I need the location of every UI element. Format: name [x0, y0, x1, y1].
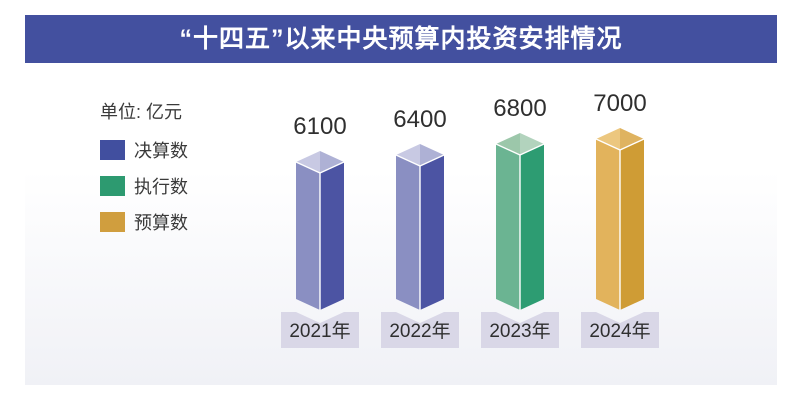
legend-item: 决算数 — [100, 140, 188, 161]
category-label: 2024年 — [589, 321, 651, 342]
bar-3d-column — [296, 151, 344, 310]
bar-value-label: 6100 — [293, 113, 347, 140]
bar-3d-column — [496, 133, 544, 310]
category-label: 2023年 — [489, 321, 551, 342]
legend-item-label: 预算数 — [134, 213, 188, 233]
title-bar: “十四五”以来中央预算内投资安排情况 — [25, 15, 777, 63]
category-label-box: 2024年 — [581, 312, 659, 348]
page-title: “十四五”以来中央预算内投资安排情况 — [179, 25, 623, 53]
legend-items: 决算数 执行数 预算数 — [100, 140, 188, 233]
category-label-box: 2021年 — [281, 312, 359, 348]
category-label: 2021年 — [289, 321, 351, 342]
legend-item-label: 决算数 — [134, 141, 188, 161]
bar-value-label: 6800 — [493, 95, 547, 122]
bar-chart: 6100 2021年 6400 2022年 6800 2023年 7000 2024年 — [25, 15, 777, 385]
category-label-box: 2023年 — [481, 312, 559, 348]
legend-swatch — [100, 176, 125, 196]
chart-card: “十四五”以来中央预算内投资安排情况 单位: 亿元 决算数执行数预算数 6100… — [25, 15, 777, 385]
category-label: 2022年 — [389, 321, 451, 342]
legend-swatch — [100, 212, 125, 232]
legend-swatch — [100, 140, 125, 160]
category-label-box: 2022年 — [381, 312, 459, 348]
unit-label: 单位: 亿元 — [100, 102, 183, 122]
bar-3d-column — [596, 128, 644, 310]
legend-item: 预算数 — [100, 212, 188, 233]
legend-item: 执行数 — [100, 176, 188, 197]
bar-3d-column — [396, 144, 444, 310]
bar-value-label: 7000 — [593, 90, 647, 117]
bar-value-label: 6400 — [393, 106, 447, 133]
legend-item-label: 执行数 — [134, 177, 188, 197]
legend: 单位: 亿元 决算数执行数预算数 — [100, 98, 188, 248]
